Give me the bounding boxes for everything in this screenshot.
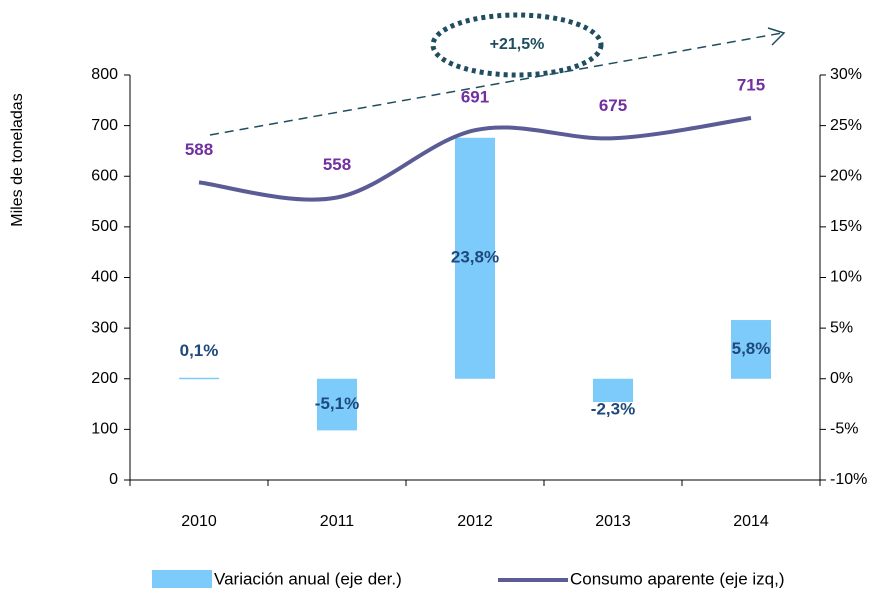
line-value-label: 675 (599, 96, 627, 115)
y-tick-label: 800 (91, 66, 118, 83)
legend-label: Consumo aparente (eje izq,) (570, 569, 785, 588)
x-tick-label: 2013 (595, 513, 631, 530)
y2-tick-label: 15% (830, 218, 862, 235)
legend-label: Variación anual (eje der.) (214, 569, 402, 588)
bar (317, 378, 357, 431)
trend-arrow (209, 32, 783, 136)
y2-tick-label: -5% (830, 421, 858, 438)
y2-tick-label: 5% (830, 319, 853, 336)
x-tick-label: 2010 (181, 513, 217, 530)
y2-tick-label: -10% (830, 471, 867, 488)
y-tick-label: 100 (91, 421, 118, 438)
arrow-head (767, 27, 786, 46)
bar (731, 320, 771, 379)
line (198, 116, 752, 202)
bar-value-label: 23,8% (451, 248, 499, 267)
annotation: +21,5% (490, 36, 545, 53)
y2-tick-label: 25% (830, 117, 862, 134)
x-tick-label: 2012 (457, 513, 493, 530)
bar (455, 137, 495, 379)
y2-tick-label: 20% (830, 167, 862, 184)
y-tick-label: 600 (91, 167, 118, 184)
x-tick-label: 2014 (733, 513, 769, 530)
y-tick-label: 400 (91, 269, 118, 286)
line-value-label: 715 (737, 76, 765, 95)
bar-value-label: -5,1% (315, 394, 359, 413)
bar (179, 377, 219, 380)
line-value-label: 691 (461, 88, 489, 107)
y-tick-label: 300 (91, 319, 118, 336)
y-tick-label: 200 (91, 370, 118, 387)
bar (593, 378, 633, 403)
line-value-label: 588 (185, 140, 213, 159)
y2-tick-label: 30% (830, 66, 862, 83)
y2-tick-label: 10% (830, 269, 862, 286)
annotation-ellipse (430, 12, 604, 78)
y2-tick-label: 0% (830, 370, 853, 387)
y-axis-label: Miles de toneladas (9, 93, 26, 226)
bar-value-label: 0,1% (180, 341, 219, 360)
line-value-label: 558 (323, 155, 351, 174)
y-tick-label: 500 (91, 218, 118, 235)
y-tick-label: 0 (109, 471, 118, 488)
legend-swatch (152, 570, 212, 588)
x-tick-label: 2011 (320, 513, 355, 530)
bar-value-label: 5,8% (732, 339, 771, 358)
bar-value-label: -2,3% (591, 400, 635, 419)
y-tick-label: 700 (91, 117, 118, 134)
